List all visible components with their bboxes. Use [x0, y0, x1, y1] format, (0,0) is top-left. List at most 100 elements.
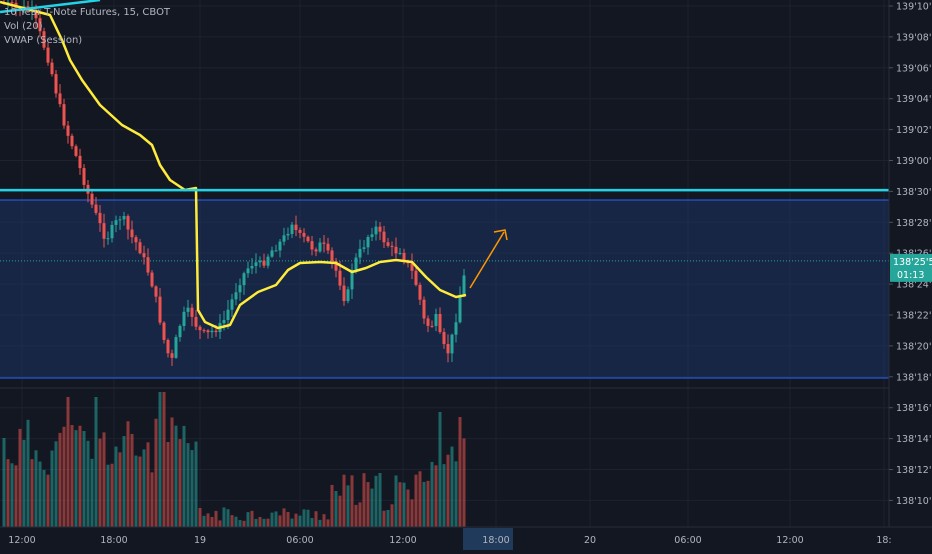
indicator-volume-label[interactable]: Vol (20): [4, 21, 43, 32]
price-tick-label: 139'04'0: [896, 94, 932, 105]
candle-body: [46, 47, 50, 63]
candle-body: [326, 243, 330, 251]
volume-bar: [462, 438, 466, 527]
last-price-badge-bg: [890, 253, 932, 282]
volume-bar: [78, 425, 82, 527]
volume-bar: [206, 513, 210, 527]
volume-bar: [14, 465, 18, 527]
symbol-title[interactable]: 10 Year T-Note Futures, 15, CBOT: [4, 7, 171, 18]
volume-bar: [114, 446, 118, 527]
volume-bar: [254, 518, 258, 527]
range-box[interactable]: [0, 199, 889, 379]
volume-bar: [394, 475, 398, 527]
candle-body: [322, 242, 326, 244]
price-tick-label: 138'14'0: [896, 434, 932, 445]
candle-body: [354, 257, 358, 270]
candle-body: [58, 93, 62, 105]
candle-body: [54, 74, 58, 94]
candle-body: [254, 262, 258, 267]
volume-bar: [230, 515, 234, 527]
volume-bar: [378, 473, 382, 527]
candle-body: [266, 256, 270, 266]
time-tick-label: 18:: [876, 535, 891, 546]
candle-body: [334, 261, 338, 271]
volume-bar: [350, 475, 354, 527]
price-tick-label: 138'16'0: [896, 403, 932, 414]
last-price-badge[interactable]: 138'25'5 01:13: [890, 253, 932, 282]
volume-bar: [174, 425, 178, 527]
price-tick-label: 139'10'0: [896, 2, 932, 13]
candle-body: [310, 241, 314, 250]
bar-countdown: 01:13: [897, 270, 924, 281]
candle-body: [250, 266, 254, 269]
price-tick-label: 139'06'0: [896, 63, 932, 74]
volume-bar: [406, 489, 410, 527]
volume-bar: [162, 392, 166, 527]
volume-bar: [294, 513, 298, 527]
time-tick-label: 18:00: [100, 535, 127, 546]
volume-bar: [382, 510, 386, 527]
candle-body: [130, 229, 134, 238]
price-tick-label: 138'10'0: [896, 496, 932, 507]
volume-bar: [422, 481, 426, 527]
volume-bar: [58, 432, 62, 527]
candle-body: [154, 286, 158, 297]
candle-body: [226, 309, 230, 320]
volume-bar: [166, 441, 170, 527]
volume-bar: [158, 392, 162, 527]
candle-body: [190, 307, 194, 317]
volume-bar: [386, 509, 390, 527]
indicator-vwap-label[interactable]: VWAP (Session): [4, 35, 83, 46]
candle-body: [6, 2, 10, 4]
volume-bar: [410, 499, 414, 527]
candle-body: [386, 242, 390, 246]
volume-bar: [414, 474, 418, 527]
price-tick-label: 138'28'0: [896, 218, 932, 229]
volume-bar: [258, 516, 262, 527]
volume-bar: [222, 507, 226, 527]
drawings[interactable]: [0, 0, 889, 289]
candle-body: [458, 295, 462, 323]
candle-body: [238, 285, 242, 293]
volume-bar: [34, 450, 38, 527]
candle-body: [314, 249, 318, 252]
candle-body: [290, 224, 294, 234]
candle-body: [214, 330, 218, 332]
candle-body: [50, 62, 54, 75]
volume-bar: [430, 461, 434, 527]
candle-body: [134, 237, 138, 243]
candle-body: [398, 252, 402, 254]
price-axis[interactable]: 139'10'0 139'08'0 139'06'0 139'04'0 139'02'0…: [888, 0, 932, 550]
candle-body: [302, 232, 306, 237]
volume-bar: [398, 482, 402, 527]
volume-bar: [22, 439, 26, 527]
candle-body: [70, 135, 74, 147]
candle-body: [222, 319, 226, 324]
candle-body: [438, 314, 442, 333]
candle-body: [126, 216, 130, 230]
volume-bar: [10, 463, 14, 527]
candle-body: [262, 260, 266, 266]
volume-bar: [330, 484, 334, 527]
volume-bar: [370, 488, 374, 527]
volume-bar: [194, 441, 198, 527]
candle-body: [402, 252, 406, 262]
candle-body: [170, 353, 174, 358]
chart-grid: [0, 0, 889, 527]
candlesticks: [2, 0, 466, 366]
volume-bar: [302, 509, 306, 527]
candle-body: [206, 330, 210, 333]
volume-bar: [46, 474, 50, 527]
volume-bar: [454, 461, 458, 527]
candle-body: [98, 212, 102, 224]
candle-body: [282, 235, 286, 242]
candle-body: [410, 263, 414, 271]
time-axis[interactable]: 12:00 18:00 19 06:00 12:00 18:00 20 06:00 12:00 1…: [0, 526, 932, 550]
candle-body: [110, 224, 114, 239]
candle-body: [418, 284, 422, 300]
projection-arrow-head: [493, 229, 508, 241]
volume-bar: [138, 456, 142, 527]
candle-body: [66, 125, 70, 136]
